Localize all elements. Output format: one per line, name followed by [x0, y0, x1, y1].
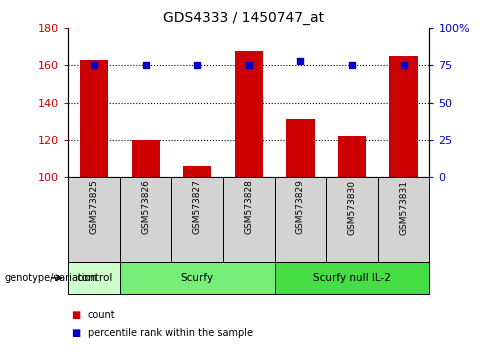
Bar — [338, 136, 366, 177]
Text: GSM573825: GSM573825 — [90, 179, 99, 234]
Point — [400, 63, 407, 68]
Text: GSM573831: GSM573831 — [399, 179, 408, 235]
Text: GSM573828: GSM573828 — [244, 179, 253, 234]
Text: GSM573830: GSM573830 — [347, 179, 357, 235]
Point — [297, 58, 305, 64]
Bar — [68, 177, 120, 262]
Text: Scurfy: Scurfy — [181, 273, 214, 283]
Bar — [183, 166, 211, 177]
Text: ■: ■ — [71, 310, 80, 320]
Text: GDS4333 / 1450747_at: GDS4333 / 1450747_at — [163, 11, 325, 25]
Text: GSM573827: GSM573827 — [193, 179, 202, 234]
Bar — [326, 177, 378, 262]
Bar — [68, 262, 120, 294]
Bar — [132, 140, 160, 177]
Point — [193, 63, 201, 68]
Bar — [223, 177, 275, 262]
Bar — [120, 177, 171, 262]
Text: control: control — [76, 273, 112, 283]
Text: genotype/variation: genotype/variation — [5, 273, 98, 283]
Bar — [275, 177, 326, 262]
Text: count: count — [88, 310, 116, 320]
Text: GSM573826: GSM573826 — [141, 179, 150, 234]
Text: ■: ■ — [71, 328, 80, 338]
Text: Scurfy null IL-2: Scurfy null IL-2 — [313, 273, 391, 283]
Bar — [275, 262, 429, 294]
Text: GSM573829: GSM573829 — [296, 179, 305, 234]
Point — [90, 63, 98, 68]
Bar — [171, 177, 223, 262]
Point — [142, 63, 150, 68]
Point — [245, 63, 253, 68]
Bar — [378, 177, 429, 262]
Bar — [389, 56, 418, 177]
Point — [348, 63, 356, 68]
Bar — [80, 60, 108, 177]
Text: percentile rank within the sample: percentile rank within the sample — [88, 328, 253, 338]
Bar — [120, 262, 275, 294]
Bar — [286, 119, 315, 177]
Bar — [235, 51, 263, 177]
